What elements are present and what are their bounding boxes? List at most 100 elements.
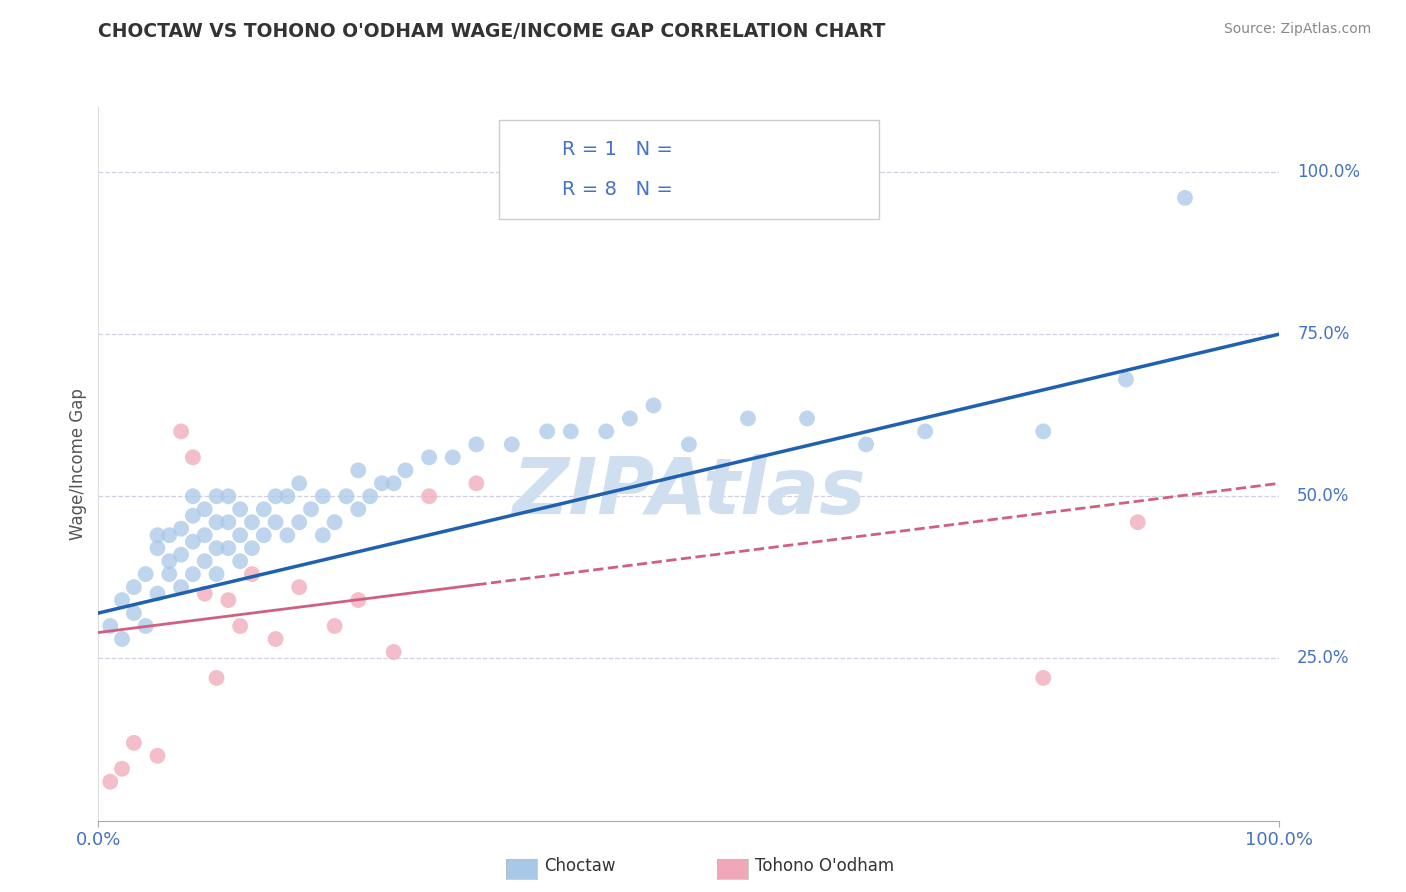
Text: R = 8   N =: R = 8 N =	[562, 179, 679, 199]
Point	[240, 541, 263, 556]
Point	[299, 502, 322, 516]
Point	[194, 528, 217, 542]
Point	[264, 515, 287, 529]
Point	[205, 515, 228, 529]
Point	[111, 762, 134, 776]
Point	[135, 619, 157, 633]
Point	[288, 476, 311, 491]
Point	[111, 593, 134, 607]
Point	[240, 567, 263, 582]
Point	[335, 489, 357, 503]
Point	[205, 567, 228, 582]
Point	[1126, 515, 1149, 529]
Point	[560, 425, 582, 439]
Text: Source: ZipAtlas.com: Source: ZipAtlas.com	[1223, 22, 1371, 37]
Text: 100.0%: 100.0%	[1298, 163, 1360, 181]
Point	[181, 534, 204, 549]
Point	[229, 619, 252, 633]
Y-axis label: Wage/Income Gap: Wage/Income Gap	[69, 388, 87, 540]
Point	[194, 502, 217, 516]
Point	[205, 541, 228, 556]
Text: Tohono O'odham: Tohono O'odham	[755, 857, 894, 875]
Point	[276, 489, 298, 503]
Point	[229, 502, 252, 516]
Point	[181, 450, 204, 465]
Point	[678, 437, 700, 451]
Point	[1115, 372, 1137, 386]
Point	[217, 593, 239, 607]
Point	[465, 476, 488, 491]
Point	[181, 489, 204, 503]
Point	[122, 580, 145, 594]
Point	[371, 476, 394, 491]
Point	[347, 593, 370, 607]
Point	[157, 554, 180, 568]
Point	[312, 489, 335, 503]
Point	[323, 619, 346, 633]
Point	[914, 425, 936, 439]
Point	[170, 580, 193, 594]
Point	[217, 515, 239, 529]
Text: Choctaw: Choctaw	[544, 857, 616, 875]
Point	[146, 541, 169, 556]
Point	[194, 554, 217, 568]
Point	[229, 554, 252, 568]
Point	[194, 586, 217, 600]
Point	[394, 463, 416, 477]
Point	[181, 508, 204, 523]
Point	[98, 619, 121, 633]
Point	[737, 411, 759, 425]
Point	[347, 463, 370, 477]
Text: R = 1   N =: R = 1 N =	[562, 140, 679, 160]
Point	[418, 450, 440, 465]
Point	[122, 606, 145, 620]
Point	[276, 528, 298, 542]
Point	[170, 522, 193, 536]
Text: CHOCTAW VS TOHONO O'ODHAM WAGE/INCOME GAP CORRELATION CHART: CHOCTAW VS TOHONO O'ODHAM WAGE/INCOME GA…	[98, 22, 886, 41]
Point	[288, 515, 311, 529]
Point	[264, 632, 287, 646]
Point	[1032, 671, 1054, 685]
Point	[643, 399, 665, 413]
Point	[312, 528, 335, 542]
Point	[240, 515, 263, 529]
Point	[217, 541, 239, 556]
Point	[98, 774, 121, 789]
Point	[347, 502, 370, 516]
Point	[1174, 191, 1197, 205]
Point	[501, 437, 523, 451]
Point	[135, 567, 157, 582]
Point	[536, 425, 558, 439]
Point	[382, 476, 405, 491]
Point	[205, 671, 228, 685]
Point	[122, 736, 145, 750]
Point	[205, 489, 228, 503]
Point	[111, 632, 134, 646]
Point	[229, 528, 252, 542]
Point	[181, 567, 204, 582]
Point	[253, 528, 276, 542]
Point	[253, 502, 276, 516]
Point	[157, 567, 180, 582]
Point	[855, 437, 877, 451]
Point	[441, 450, 464, 465]
Point	[323, 515, 346, 529]
Point	[619, 411, 641, 425]
Point	[595, 425, 617, 439]
Point	[1032, 425, 1054, 439]
Point	[264, 489, 287, 503]
Text: 75.0%: 75.0%	[1298, 325, 1350, 343]
Point	[146, 586, 169, 600]
Point	[217, 489, 239, 503]
Point	[170, 425, 193, 439]
Point	[465, 437, 488, 451]
Point	[146, 748, 169, 763]
Point	[157, 528, 180, 542]
Point	[359, 489, 381, 503]
Point	[796, 411, 818, 425]
Text: 50.0%: 50.0%	[1298, 487, 1350, 505]
Text: 25.0%: 25.0%	[1298, 649, 1350, 667]
Point	[418, 489, 440, 503]
Point	[146, 528, 169, 542]
Text: ZIPAtlas: ZIPAtlas	[512, 454, 866, 531]
